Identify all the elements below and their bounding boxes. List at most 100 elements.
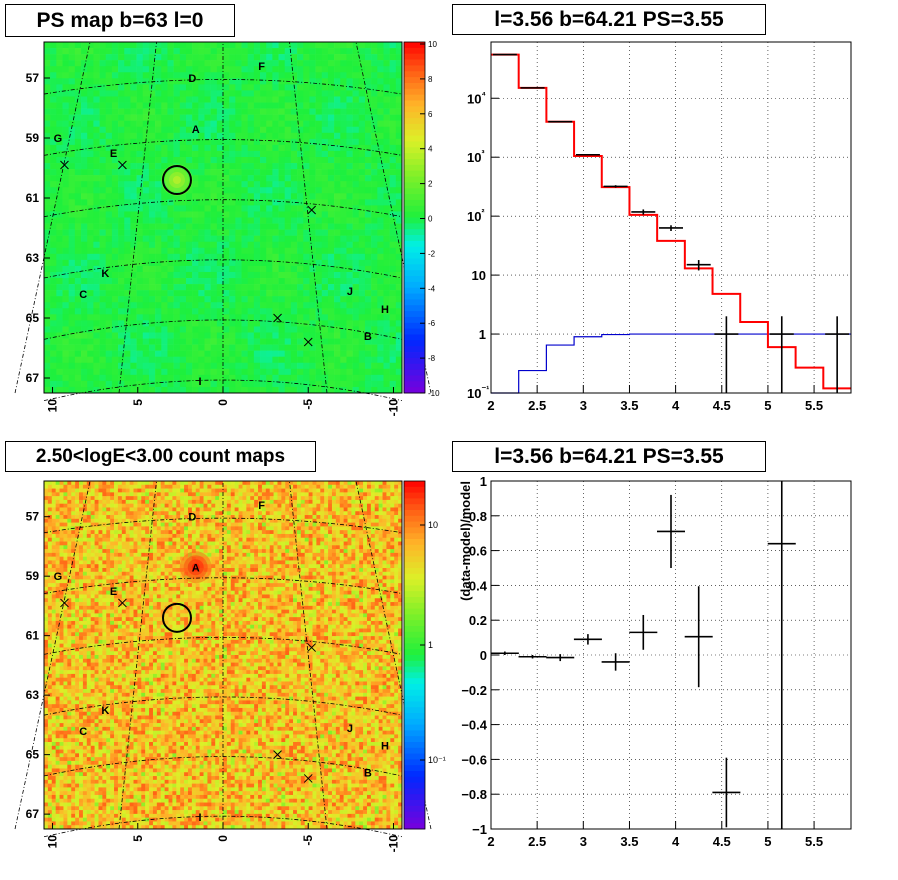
map-pixel [254,193,260,199]
map-pixel [100,290,106,296]
map-pixel [303,90,309,96]
map-pixel [124,60,130,66]
map-pixel [91,708,95,712]
map-pixel [365,78,371,84]
map-pixel [143,78,149,84]
map-pixel [75,339,81,345]
map-pixel [229,254,235,260]
map-pixel [161,109,167,115]
map-pixel [56,757,60,761]
map-pixel [87,640,91,644]
map-pixel [174,121,180,127]
map-pixel [56,42,62,48]
map-pixel [390,230,396,236]
map-pixel [81,115,87,121]
map-pixel [396,266,402,272]
map-pixel [346,169,352,175]
map-pixel [71,583,75,587]
map-pixel [93,254,99,260]
map-pixel [297,387,303,393]
map-pixel [279,290,285,296]
map-pixel [383,78,389,84]
map-pixel [63,42,69,48]
map-pixel [56,278,62,284]
map-pixel [100,314,106,320]
map-pixel [353,115,359,121]
map-pixel [75,568,79,572]
map-pixel [204,278,210,284]
map-pixel [118,133,124,139]
map-pixel [56,211,62,217]
map-pixel [180,381,186,387]
map-pixel [98,761,102,765]
map-pixel [149,296,155,302]
map-pixel [100,54,106,60]
map-pixel [81,109,87,115]
map-pixel [48,780,52,784]
map-pixel [316,42,322,48]
map-pixel [79,530,83,534]
map-pixel [69,266,75,272]
map-pixel [186,157,192,163]
map-pixel [365,242,371,248]
map-pixel [340,351,346,357]
map-pixel [44,163,50,169]
map-pixel [192,308,198,314]
map-pixel [60,663,64,667]
map-pixel [118,296,124,302]
map-pixel [309,351,315,357]
map-pixel [346,272,352,278]
map-pixel [322,266,328,272]
map-pixel [56,387,62,393]
map-pixel [149,169,155,175]
map-pixel [52,606,56,610]
map-pixel [44,666,48,670]
map-pixel [340,224,346,230]
map-pixel [87,821,91,825]
map-pixel [377,339,383,345]
map-pixel [377,363,383,369]
map-pixel [112,169,118,175]
map-pixel [279,218,285,224]
map-pixel [365,284,371,290]
map-pixel [60,621,64,625]
map-pixel [297,211,303,217]
map-pixel [118,96,124,102]
map-pixel [396,314,402,320]
map-pixel [44,753,48,757]
map-pixel [44,534,48,538]
map-pixel [79,492,83,496]
map-pixel [192,115,198,121]
map-pixel [390,115,396,121]
map-pixel [112,72,118,78]
map-pixel [198,254,204,260]
map-pixel [44,103,50,109]
map-pixel [328,357,334,363]
map-pixel [316,308,322,314]
map-pixel [56,507,60,511]
map-pixel [204,169,210,175]
map-pixel [48,674,52,678]
map-pixel [50,121,56,127]
map-pixel [75,746,79,750]
map-pixel [106,375,112,381]
map-pixel [95,784,99,788]
map-pixel [124,115,130,121]
map-pixel [93,103,99,109]
map-pixel [359,351,365,357]
map-pixel [322,345,328,351]
map-pixel [328,278,334,284]
map-pixel [242,387,248,393]
map-pixel [390,284,396,290]
map-pixel [346,42,352,48]
map-pixel [297,187,303,193]
map-pixel [223,332,229,338]
map-pixel [91,666,95,670]
map-pixel [143,272,149,278]
map-pixel [83,780,87,784]
map-pixel [248,151,254,157]
map-pixel [71,742,75,746]
map-pixel [180,326,186,332]
map-pixel [180,145,186,151]
map-pixel [87,678,91,682]
